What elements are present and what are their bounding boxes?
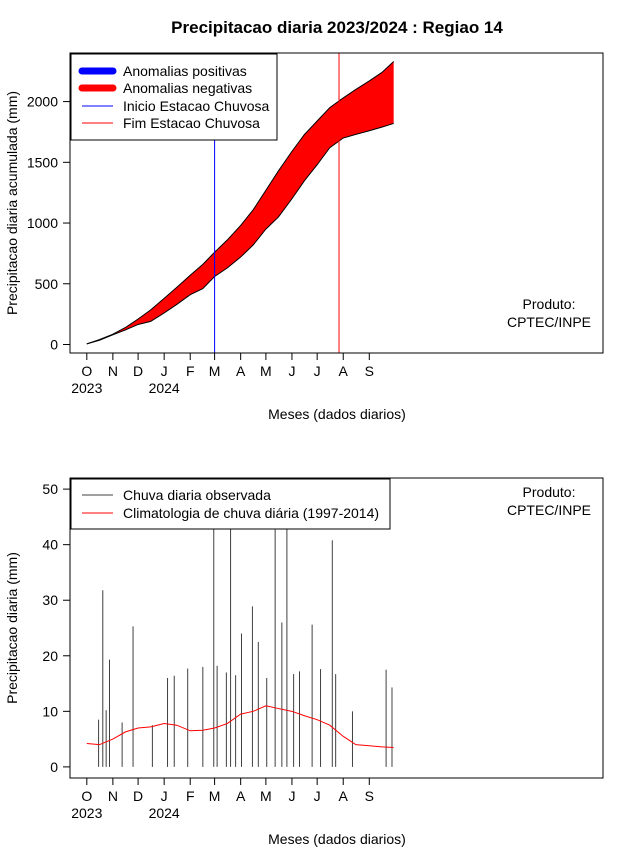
bottom-legend-box: [70, 478, 391, 530]
top-produto-org: CPTEC/INPE: [507, 314, 591, 330]
top-ylabel: Precipitacao diaria acumulada (mm): [4, 91, 20, 315]
y-tick-label: 500: [35, 276, 59, 292]
y-tick-label: 0: [50, 336, 58, 352]
x-tick-label: A: [339, 363, 349, 379]
x-tick-label: J: [288, 363, 295, 379]
top-legend: Anomalias positivas Anomalias negativas …: [70, 53, 278, 141]
x-tick-label: J: [314, 363, 321, 379]
x-tick-label: S: [365, 788, 374, 804]
x-tick-label: J: [161, 788, 168, 804]
x-tick-label: M: [209, 788, 221, 804]
x-year-label: 2024: [149, 380, 180, 396]
x-tick-label: S: [365, 363, 374, 379]
legend-label-positive: Anomalias positivas: [123, 63, 247, 79]
x-tick-label: M: [260, 788, 272, 804]
x-tick-label: J: [161, 363, 168, 379]
legend-label-negative: Anomalias negativas: [123, 80, 252, 96]
x-tick-label: D: [133, 363, 143, 379]
x-tick-label: F: [186, 788, 195, 804]
y-tick-label: 1000: [27, 215, 58, 231]
y-tick-label: 2000: [27, 94, 58, 110]
climatology-accumulated-line: [86, 61, 395, 345]
x-year-label: 2024: [149, 805, 180, 821]
x-tick-label: A: [339, 788, 349, 804]
accumulation-lines: [86, 61, 395, 345]
legend-label-climatology: Climatologia de chuva diária (1997-2014): [123, 505, 379, 521]
climatology-line: [86, 705, 394, 748]
x-tick-label: D: [133, 788, 143, 804]
observed-accumulated-line: [86, 122, 394, 345]
y-tick-label: 30: [42, 592, 58, 608]
bottom-xlabel: Meses (dados diarios): [268, 831, 406, 847]
legend-label-observed: Chuva diaria observada: [123, 487, 271, 503]
observed-rain-bars: [98, 525, 393, 767]
bottom-legend: Chuva diaria observada Climatologia de c…: [70, 478, 391, 530]
x-tick-label: J: [288, 788, 295, 804]
x-tick-label: N: [108, 363, 118, 379]
chart-title: Precipitacao diaria 2023/2024 : Regiao 1…: [171, 18, 503, 37]
top-produto-label: Produto:: [523, 296, 576, 312]
legend-label-inicio: Inicio Estacao Chuvosa: [123, 98, 270, 114]
bottom-ylabel: Precipitacao diaria (mm): [4, 552, 20, 704]
x-tick-label: M: [260, 363, 272, 379]
x-tick-label: M: [209, 363, 221, 379]
y-tick-label: 20: [42, 648, 58, 664]
x-tick-label: N: [108, 788, 118, 804]
climatology-daily-line: [86, 705, 394, 748]
x-tick-label: O: [81, 363, 92, 379]
y-tick-label: 40: [42, 537, 58, 553]
bottom-produto-label: Produto:: [523, 484, 576, 500]
negative-anomaly-area: [86, 61, 394, 344]
x-year-label: 2023: [71, 805, 102, 821]
anomaly-fills: [86, 61, 394, 344]
y-tick-label: 50: [42, 481, 58, 497]
legend-label-fim: Fim Estacao Chuvosa: [123, 115, 260, 131]
x-tick-label: A: [236, 363, 246, 379]
top-xlabel: Meses (dados diarios): [268, 406, 406, 422]
top-plot-frame: [69, 52, 604, 354]
bottom-produto-org: CPTEC/INPE: [507, 502, 591, 518]
y-tick-label: 10: [42, 703, 58, 719]
bottom-plot-frame: [69, 477, 604, 779]
x-tick-label: A: [236, 788, 246, 804]
y-tick-label: 1500: [27, 154, 58, 170]
x-tick-label: O: [81, 788, 92, 804]
x-year-label: 2023: [71, 380, 102, 396]
x-tick-label: J: [314, 788, 321, 804]
x-tick-label: F: [186, 363, 195, 379]
y-tick-label: 0: [50, 759, 58, 775]
